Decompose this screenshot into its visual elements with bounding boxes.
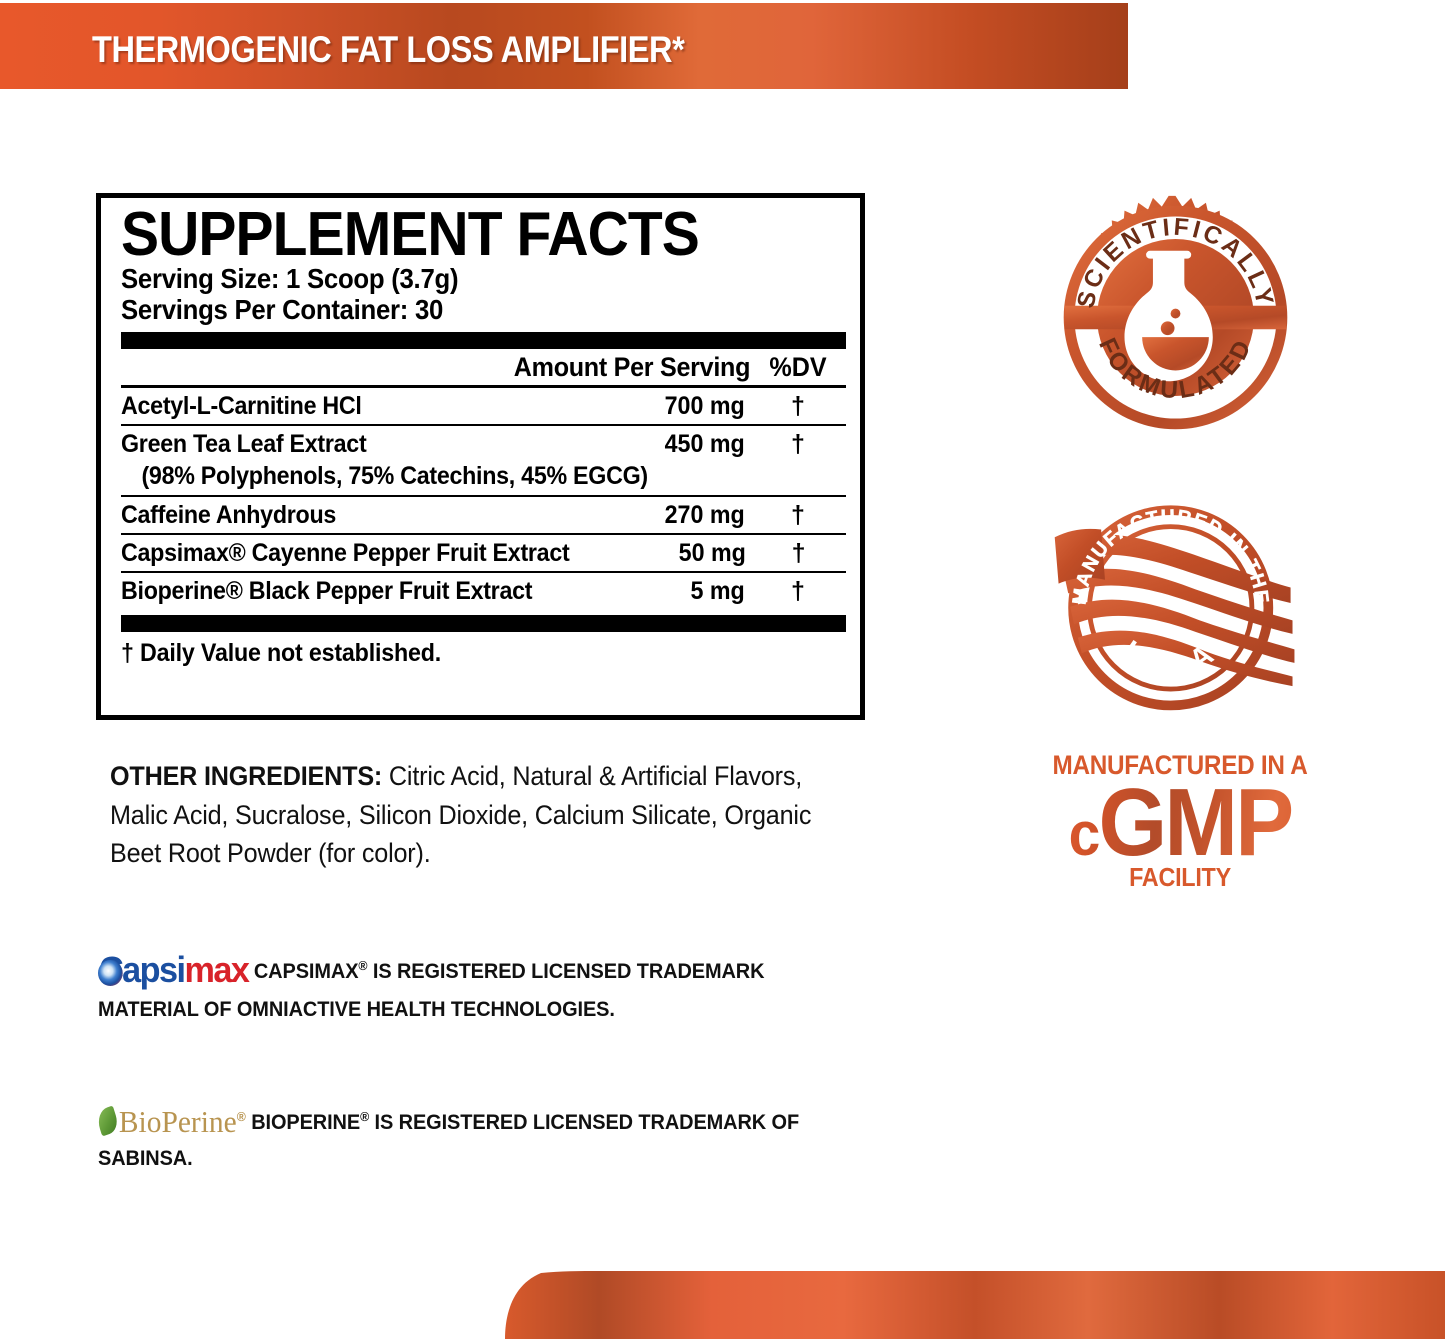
- table-header-row: Amount Per Serving %DV: [121, 349, 846, 385]
- column-header-dv: %DV: [769, 351, 827, 382]
- ingredient-sub-detail: (98% Polyphenols, 75% Catechins, 45% EGC…: [141, 461, 648, 490]
- ingredient-amount: 450 mg: [664, 429, 745, 458]
- ingredient-amount: 700 mg: [664, 391, 745, 420]
- capsimax-registered-mark: ®: [358, 958, 368, 973]
- row-rule: [121, 423, 846, 426]
- ingredient-dv: †: [791, 538, 806, 567]
- cgmp-main-text: cGMP: [1033, 777, 1327, 868]
- bioperine-logo: BioPerine: [118, 1104, 237, 1139]
- column-header-amount: Amount Per Serving: [513, 351, 751, 382]
- other-ingredients-label: OTHER INGREDIENTS:: [110, 761, 383, 791]
- ingredient-name: Acetyl-L-Carnitine HCl: [121, 391, 362, 420]
- other-ingredients-block: OTHER INGREDIENTS: Citric Acid, Natural …: [110, 757, 861, 873]
- usa-flag-icon: [1054, 528, 1295, 687]
- servings-per-container: Servings Per Container: 30: [121, 294, 444, 326]
- table-row: Bioperine® Black Pepper Fruit Extract 5 …: [121, 573, 846, 609]
- bioperine-registered-mark: ®: [360, 1109, 370, 1124]
- supplement-facts-title: SUPPLEMENT FACTS: [121, 200, 700, 269]
- ingredient-amount: 50 mg: [678, 538, 747, 567]
- ingredient-name: Bioperine® Black Pepper Fruit Extract: [121, 576, 533, 605]
- cgmp-small-c: c: [1068, 800, 1099, 869]
- bioperine-notice-text: IS REGISTERED LICENSED TRADEMARK OF SABI…: [98, 1111, 800, 1171]
- bioperine-logo-registered-mark: ®: [236, 1109, 246, 1124]
- scientifically-formulated-seal: SCIENTIFICALLY FORMULATED: [1063, 195, 1288, 430]
- serving-size: Serving Size: 1 Scoop (3.7g): [121, 263, 459, 295]
- row-rule: [121, 570, 846, 573]
- flask-liquid: [1142, 308, 1209, 371]
- other-ingredients-text: Citric Acid, Natural & Artificial Flavor…: [110, 761, 812, 869]
- made-in-usa-seal: MANUFACTURED IN THE U S A: [1054, 505, 1295, 711]
- cgmp-top-text: MANUFACTURED IN A: [1052, 750, 1308, 780]
- thick-divider-bottom: [121, 614, 846, 632]
- ingredient-name: Capsimax® Cayenne Pepper Fruit Extract: [121, 538, 570, 567]
- bioperine-notice-name: BIOPERINE: [251, 1111, 361, 1134]
- table-row: Caffeine Anhydrous 270 mg †: [121, 497, 846, 533]
- ingredient-amount: 5 mg: [690, 576, 745, 605]
- ingredient-dv: †: [791, 576, 805, 605]
- capsimax-swirl-icon: [98, 960, 123, 986]
- capsimax-notice-name: CAPSIMAX: [253, 960, 359, 983]
- capsimax-logo: Capsimax: [98, 949, 250, 990]
- header-banner: THERMOGENIC FAT LOSS AMPLIFIER*: [0, 3, 1128, 89]
- supplement-facts-panel: SUPPLEMENT FACTS Serving Size: 1 Scoop (…: [96, 193, 865, 720]
- ingredient-amount: 270 mg: [664, 500, 745, 529]
- table-row: Acetyl-L-Carnitine HCl 700 mg †: [121, 388, 846, 424]
- capsimax-trademark-block: Capsimax CAPSIMAX® IS REGISTERED LICENSE…: [98, 944, 858, 1025]
- bioperine-trademark-block: BioPerine® BIOPERINE® IS REGISTERED LICE…: [94, 1100, 858, 1174]
- daily-value-footnote: † Daily Value not established.: [121, 638, 442, 667]
- ingredient-name: Green Tea Leaf Extract: [121, 429, 367, 458]
- leaf-icon: [94, 1105, 121, 1137]
- ingredient-dv: †: [791, 429, 805, 458]
- cgmp-block: MANUFACTURED IN A cGMP FACILITY: [1020, 750, 1340, 893]
- ingredient-name: Caffeine Anhydrous: [121, 500, 337, 529]
- cgmp-gmp: GMP: [1098, 769, 1292, 876]
- ingredient-dv: †: [791, 500, 805, 529]
- rule-under-header: [121, 384, 846, 388]
- thick-divider-top: [121, 331, 846, 349]
- table-row: Green Tea Leaf Extract 450 mg †: [121, 426, 846, 462]
- cgmp-bottom-text: FACILITY: [1129, 862, 1231, 893]
- bottom-accent-band: [505, 1271, 1445, 1339]
- banner-headline: THERMOGENIC FAT LOSS AMPLIFIER*: [92, 29, 685, 70]
- ingredient-dv: †: [791, 391, 805, 420]
- table-row: Capsimax® Cayenne Pepper Fruit Extract 5…: [121, 535, 846, 571]
- row-rule: [121, 494, 846, 497]
- capsimax-notice-text: IS REGISTERED LICENSED TRADEMARK MATERIA…: [98, 960, 765, 1022]
- row-rule: [121, 532, 846, 535]
- capsimax-logo-part2: max: [184, 949, 249, 990]
